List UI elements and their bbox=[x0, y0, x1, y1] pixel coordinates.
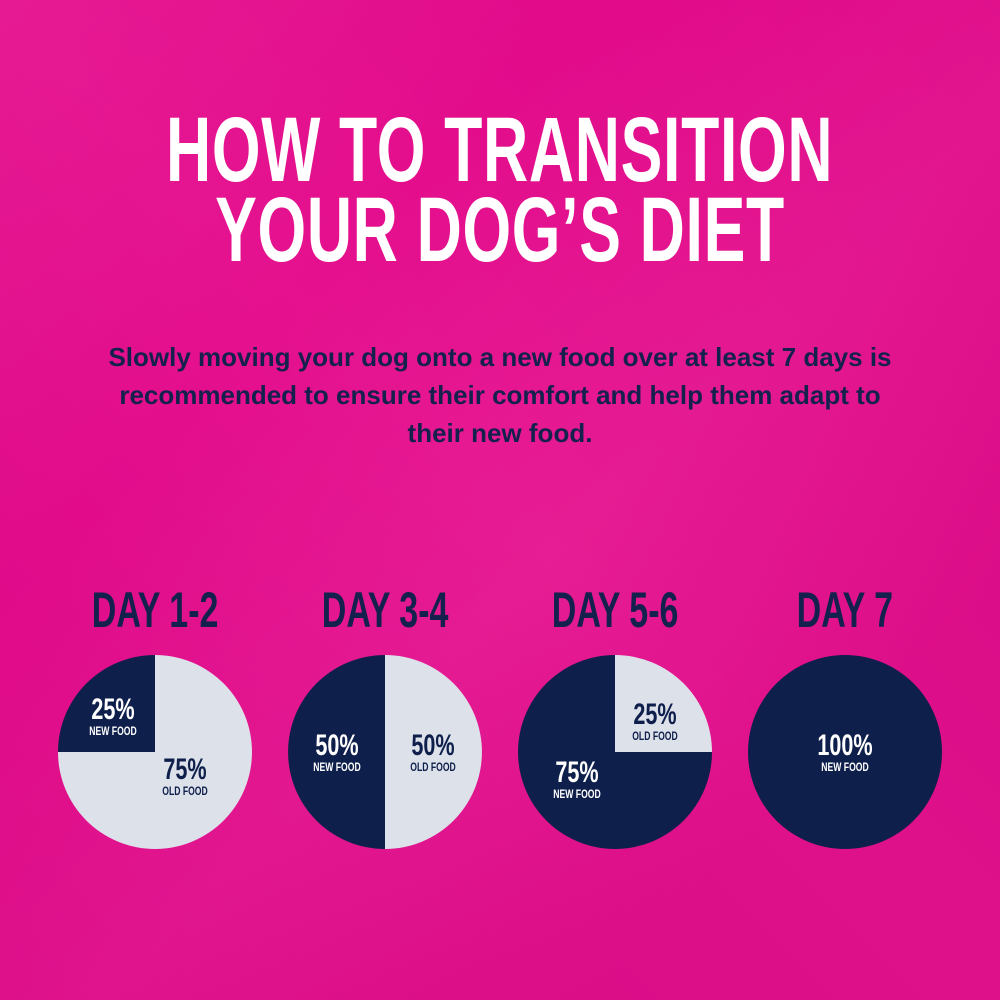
title-text: HOW TO TRANSITION bbox=[166, 99, 834, 201]
day-title: DAY 5-6 bbox=[551, 582, 679, 638]
page-title-line-1: HOW TO TRANSITION bbox=[0, 99, 1000, 201]
slice-name-label: NEW FOOD bbox=[313, 762, 361, 775]
pie-slice-new-food bbox=[748, 655, 942, 849]
day-label-2: DAY 3-4 bbox=[270, 585, 500, 635]
slice-percent-label: 25% bbox=[633, 696, 676, 730]
slice-name-label: OLD FOOD bbox=[632, 731, 678, 744]
title-text: YOUR DOG’S DIET bbox=[215, 179, 785, 281]
pie-slice-new-food bbox=[288, 655, 385, 849]
slice-percent-label: 50% bbox=[315, 727, 358, 761]
slice-percent-label: 75% bbox=[555, 754, 598, 788]
slice-name-label: NEW FOOD bbox=[89, 726, 137, 739]
slice-percent-label: 100% bbox=[817, 727, 872, 761]
slice-percent-label: 75% bbox=[163, 751, 206, 785]
slice-name-label: NEW FOOD bbox=[553, 789, 601, 802]
page-title-line-2: YOUR DOG’S DIET bbox=[0, 179, 1000, 281]
pie-slice-old-food bbox=[385, 655, 482, 849]
day-label-4: DAY 7 bbox=[730, 585, 960, 635]
day-title: DAY 7 bbox=[796, 582, 894, 638]
day-label-3: DAY 5-6 bbox=[500, 585, 730, 635]
slice-name-label: OLD FOOD bbox=[410, 762, 456, 775]
pie-slice-new-food bbox=[58, 655, 155, 752]
day-title: DAY 1-2 bbox=[91, 582, 219, 638]
slice-name-label: OLD FOOD bbox=[162, 786, 208, 799]
slice-name-label: NEW FOOD bbox=[821, 762, 869, 775]
day-label-1: DAY 1-2 bbox=[40, 585, 270, 635]
subtitle: Slowly moving your dog onto a new food o… bbox=[108, 342, 892, 448]
slice-percent-label: 25% bbox=[91, 691, 134, 725]
pie-slice-old-food bbox=[615, 655, 712, 752]
pie-slice-new-food bbox=[518, 655, 712, 849]
slice-percent-label: 50% bbox=[411, 727, 454, 761]
day-title: DAY 3-4 bbox=[321, 582, 449, 638]
